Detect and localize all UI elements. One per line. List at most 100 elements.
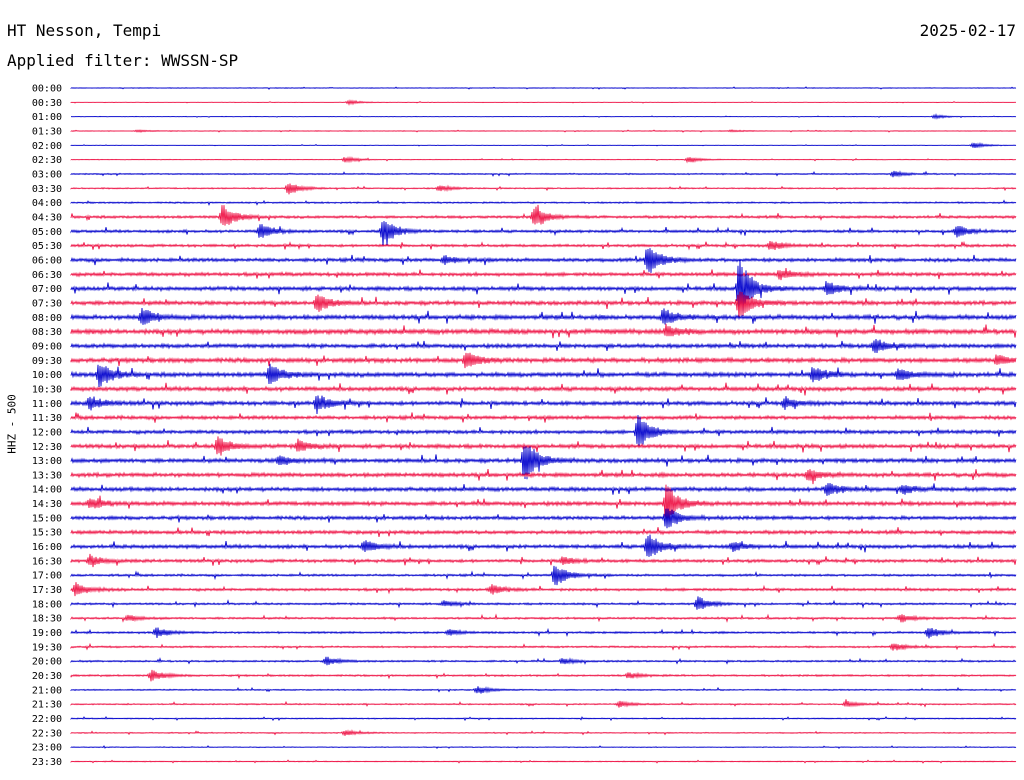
time-tick-label: 15:00 bbox=[32, 513, 62, 524]
trace-row bbox=[70, 307, 1017, 325]
trace-row bbox=[70, 141, 1017, 149]
trace-row bbox=[70, 729, 1017, 736]
trace-row bbox=[70, 248, 1017, 273]
trace-row bbox=[70, 483, 1017, 496]
time-tick-label: 12:30 bbox=[32, 442, 62, 453]
trace-row bbox=[70, 267, 1017, 281]
time-tick-label: 07:30 bbox=[32, 298, 62, 309]
trace-row bbox=[70, 86, 1017, 90]
time-tick-label: 19:30 bbox=[32, 642, 62, 653]
trace-row bbox=[70, 204, 1017, 226]
time-tick-label: 00:30 bbox=[32, 98, 62, 109]
time-tick-label: 11:30 bbox=[32, 413, 62, 424]
time-tick-label: 10:30 bbox=[32, 384, 62, 395]
time-tick-label: 18:30 bbox=[32, 614, 62, 625]
time-tick-label: 19:00 bbox=[32, 628, 62, 639]
trace-row bbox=[70, 582, 1017, 597]
trace-row bbox=[70, 699, 1017, 708]
time-tick-label: 20:00 bbox=[32, 657, 62, 668]
trace-row bbox=[70, 395, 1017, 415]
time-tick-label: 10:00 bbox=[32, 370, 62, 381]
time-tick-label: 13:30 bbox=[32, 470, 62, 481]
time-tick-label: 08:30 bbox=[32, 327, 62, 338]
trace-row bbox=[70, 338, 1017, 354]
time-tick-label: 15:30 bbox=[32, 528, 62, 539]
time-tick-label: 01:30 bbox=[32, 126, 62, 137]
trace-row bbox=[70, 446, 1017, 480]
trace-row bbox=[70, 221, 1017, 247]
trace-row bbox=[70, 553, 1017, 568]
trace-row bbox=[70, 596, 1017, 610]
trace-row bbox=[70, 527, 1017, 537]
trace-row bbox=[70, 669, 1017, 682]
trace-row bbox=[70, 382, 1017, 396]
time-tick-label: 23:30 bbox=[32, 757, 62, 768]
trace-row bbox=[70, 415, 1017, 446]
trace-row bbox=[70, 363, 1017, 388]
trace-row bbox=[70, 745, 1017, 749]
trace-row bbox=[70, 291, 1017, 320]
trace-row bbox=[70, 323, 1017, 339]
time-tick-label: 02:30 bbox=[32, 155, 62, 166]
trace-row bbox=[70, 412, 1017, 423]
time-tick-label: 07:00 bbox=[32, 284, 62, 295]
time-tick-label: 03:00 bbox=[32, 169, 62, 180]
trace-row bbox=[70, 183, 1017, 195]
filter-label: Applied filter: WWSSN-SP bbox=[7, 51, 239, 70]
trace-row bbox=[70, 565, 1017, 586]
time-tick-label: 03:30 bbox=[32, 184, 62, 195]
trace-row bbox=[70, 508, 1017, 529]
time-tick-label: 22:00 bbox=[32, 714, 62, 725]
trace-row bbox=[70, 686, 1017, 694]
trace-row bbox=[70, 128, 1017, 133]
time-tick-label: 20:30 bbox=[32, 671, 62, 682]
trace-row bbox=[70, 260, 1017, 317]
time-tick-label: 16:00 bbox=[32, 542, 62, 553]
trace-row bbox=[70, 155, 1017, 164]
trace-row bbox=[70, 99, 1017, 106]
station-title: HT Nesson, Tempi bbox=[7, 21, 162, 40]
time-tick-label: 18:00 bbox=[32, 599, 62, 610]
trace-row bbox=[70, 759, 1017, 764]
time-tick-label: 14:00 bbox=[32, 485, 62, 496]
time-tick-label: 09:00 bbox=[32, 341, 62, 352]
trace-row bbox=[70, 484, 1017, 525]
trace-row bbox=[70, 613, 1017, 623]
time-tick-label: 08:00 bbox=[32, 313, 62, 324]
time-tick-label: 01:00 bbox=[32, 112, 62, 123]
trace-row bbox=[70, 199, 1017, 206]
date-label: 2025-02-17 bbox=[919, 21, 1016, 40]
time-tick-label: 09:30 bbox=[32, 356, 62, 367]
trace-row bbox=[70, 642, 1017, 651]
time-tick-label: 05:00 bbox=[32, 227, 62, 238]
trace-row bbox=[70, 170, 1017, 178]
trace-row bbox=[70, 715, 1017, 722]
trace-row bbox=[70, 469, 1017, 485]
time-tick-label: 21:30 bbox=[32, 700, 62, 711]
time-tick-label: 21:00 bbox=[32, 685, 62, 696]
trace-row bbox=[70, 627, 1017, 639]
time-tick-label: 13:00 bbox=[32, 456, 62, 467]
time-tick-label: 11:00 bbox=[32, 399, 62, 410]
time-tick-label: 22:30 bbox=[32, 728, 62, 739]
trace-row bbox=[70, 113, 1017, 120]
time-tick-label: 05:30 bbox=[32, 241, 62, 252]
time-tick-label: 12:00 bbox=[32, 427, 62, 438]
trace-row bbox=[70, 436, 1017, 456]
time-tick-label: 17:00 bbox=[32, 571, 62, 582]
time-tick-label: 14:30 bbox=[32, 499, 62, 510]
trace-row bbox=[70, 352, 1017, 369]
time-tick-label: 23:00 bbox=[32, 743, 62, 754]
time-tick-label: 04:00 bbox=[32, 198, 62, 209]
trace-row bbox=[70, 534, 1017, 557]
time-tick-label: 04:30 bbox=[32, 212, 62, 223]
time-tick-label: 02:00 bbox=[32, 141, 62, 152]
trace-row bbox=[70, 240, 1017, 251]
time-tick-label: 17:30 bbox=[32, 585, 62, 596]
time-tick-label: 06:30 bbox=[32, 270, 62, 281]
trace-row bbox=[70, 656, 1017, 666]
time-tick-label: 16:30 bbox=[32, 556, 62, 567]
time-tick-label: 06:00 bbox=[32, 255, 62, 266]
time-tick-label: 00:00 bbox=[32, 84, 62, 95]
